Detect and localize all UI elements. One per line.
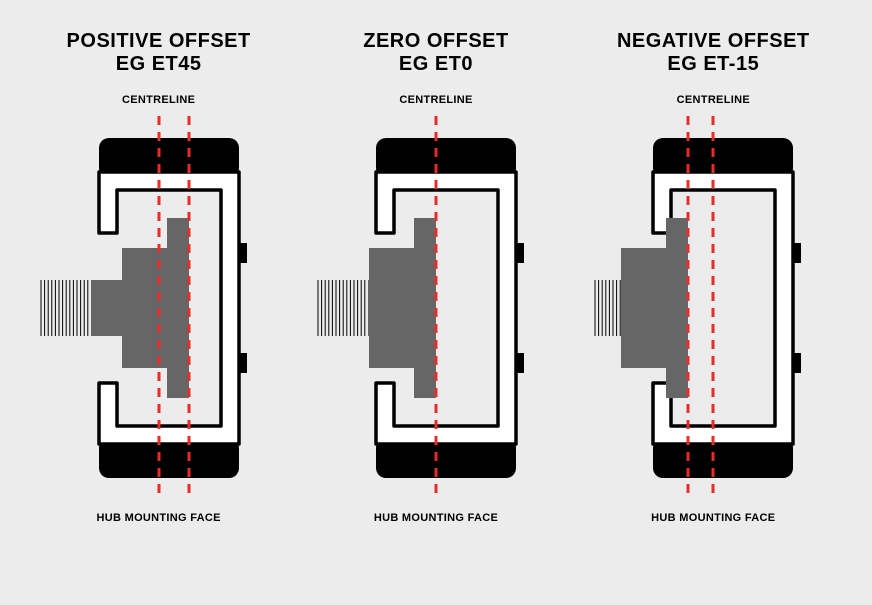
axle-shaft xyxy=(41,280,88,336)
axle-shaft xyxy=(318,280,365,336)
centreline-label: CENTRELINE xyxy=(677,94,750,106)
wheel-cross-section xyxy=(39,108,279,508)
hub-mounting-face-label: HUB MOUNTING FACE xyxy=(97,512,221,524)
offset-panel: NEGATIVE OFFSET EG ET-15 CENTRELINE HUB … xyxy=(583,30,843,524)
hub xyxy=(91,218,189,398)
title-line-2: EG ET0 xyxy=(363,53,509,76)
title-line-2: EG ET-15 xyxy=(617,53,810,76)
panel-title: POSITIVE OFFSET EG ET45 xyxy=(67,30,251,76)
title-line-2: EG ET45 xyxy=(67,53,251,76)
hub-mounting-face-label: HUB MOUNTING FACE xyxy=(651,512,775,524)
title-line-1: NEGATIVE OFFSET xyxy=(617,30,810,53)
hub xyxy=(368,218,436,398)
title-line-1: POSITIVE OFFSET xyxy=(67,30,251,53)
centreline-label: CENTRELINE xyxy=(122,94,195,106)
wheel-cross-section xyxy=(316,108,556,508)
offset-panel: POSITIVE OFFSET EG ET45 CENTRELINE HUB M… xyxy=(29,30,289,524)
wheel-cross-section xyxy=(593,108,833,508)
offset-panel: ZERO OFFSET EG ET0 CENTRELINE HUB MOUNTI… xyxy=(306,30,566,524)
hub-mounting-face-label: HUB MOUNTING FACE xyxy=(374,512,498,524)
panel-title: ZERO OFFSET EG ET0 xyxy=(363,30,509,76)
centreline-label: CENTRELINE xyxy=(399,94,472,106)
panel-title: NEGATIVE OFFSET EG ET-15 xyxy=(617,30,810,76)
title-line-1: ZERO OFFSET xyxy=(363,30,509,53)
hub xyxy=(621,218,688,398)
